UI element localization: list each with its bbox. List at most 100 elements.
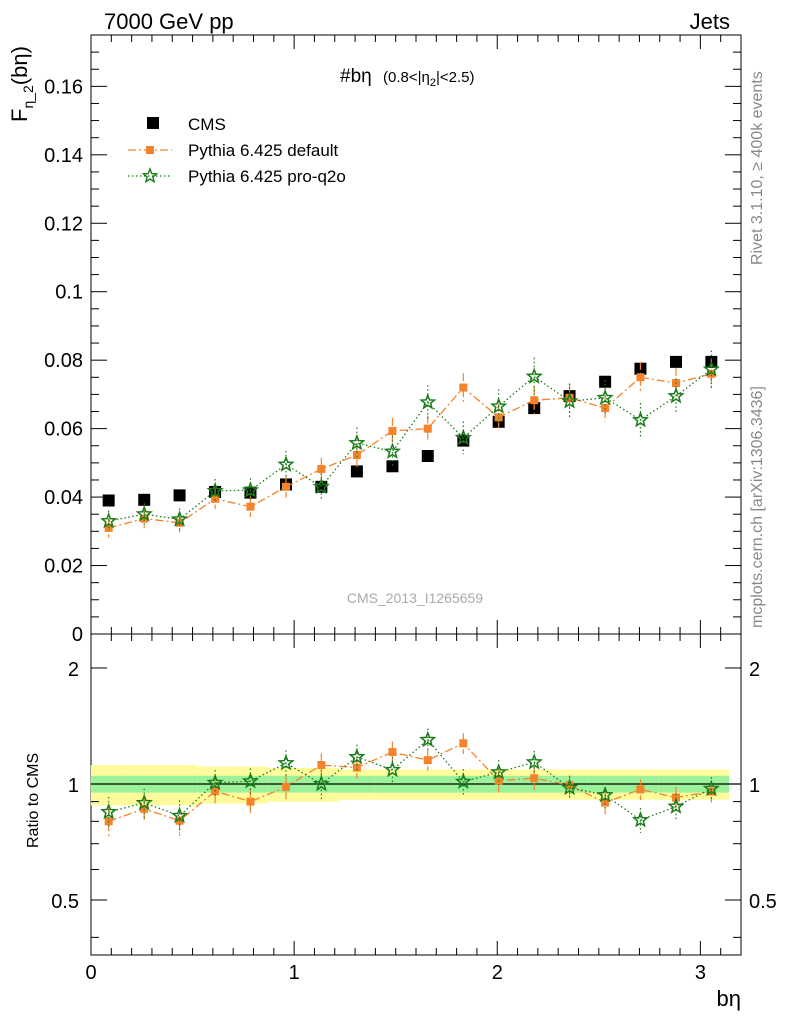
ratio-pythia-default-line — [108, 742, 712, 822]
ratio-pythia-pro-q2o-marker — [419, 730, 437, 748]
ratio-pythia-pro-q2o-marker — [702, 779, 720, 797]
ratio-pythia-pro-q2o-marker — [631, 811, 650, 828]
ratio-pythia-default-marker — [282, 782, 290, 791]
main-y-axis-label-suffix: (bη) — [7, 46, 32, 85]
main-pythia-default-marker — [282, 482, 290, 491]
tick-labels: 0 0.02 0.04 0.06 0.08 0.1 0.12 0.14 0.16 0.5 0.5 1 1… — [44, 76, 777, 984]
main-pythia-pro-q2o-marker — [560, 392, 579, 409]
main-pythia-pro-q2o-marker — [419, 393, 437, 410]
main-pythia-pro-q2o-marker — [525, 367, 543, 384]
header-energy-label: 7000 GeV pp — [104, 9, 234, 34]
ratio-pythia-pro-q2o-series — [100, 728, 720, 834]
main-y-tick-label: 0.16 — [44, 76, 83, 98]
main-pythia-default-marker — [140, 514, 149, 523]
ratio-pythia-pro-q2o-marker — [383, 760, 402, 778]
x-axis-label: bη — [717, 986, 741, 1011]
ratio-y-tick-label-right: 0.5 — [749, 891, 777, 913]
main-pythia-pro-q2o-marker — [312, 477, 330, 495]
ratio-y-tick-label: 1 — [68, 775, 79, 797]
legend-entry-pythia-pro-q2o: Pythia 6.425 pro-q2o — [128, 167, 346, 186]
main-pythia-pro-q2o-marker — [454, 428, 472, 446]
main-pythia-default-marker — [459, 383, 468, 392]
main-y-axis-label: Fη_2(bη) — [7, 46, 36, 122]
main-pythia-default-marker — [530, 396, 539, 405]
chart-dynamic-layer: 0 0.02 0.04 0.06 0.08 0.1 0.12 0.14 0.16 0.5 0.5 1 1… — [44, 34, 777, 984]
ratio-pythia-default-marker — [636, 785, 645, 794]
main-pythia-default-marker — [317, 465, 326, 474]
legend-label-pythia-pro-q2o: Pythia 6.425 pro-q2o — [188, 167, 346, 186]
legend-label-cms: CMS — [188, 115, 226, 134]
main-pythia-pro-q2o-marker — [241, 481, 260, 498]
ratio-pythia-pro-q2o-line — [108, 738, 712, 821]
ratio-y-tick-label-right: 2 — [749, 659, 760, 681]
main-pythia-default-marker — [388, 427, 397, 436]
ratio-y-tick-label-right: 1 — [749, 775, 760, 797]
main-pythia-default-marker — [636, 373, 645, 382]
x-tick-label: 1 — [289, 962, 300, 984]
main-y-tick-label: 0.14 — [44, 145, 83, 167]
main-pythia-pro-q2o-marker — [596, 388, 614, 406]
main-y-tick-label: 0.08 — [44, 350, 83, 372]
main-pythia-default-series — [104, 358, 716, 538]
ratio-pythia-default-marker — [246, 797, 255, 806]
ratio-pythia-default-marker — [601, 798, 610, 807]
main-pythia-default-marker — [246, 502, 255, 511]
ratio-pythia-default-marker — [388, 748, 397, 757]
cms-marker — [138, 493, 151, 506]
main-pythia-default-marker — [352, 450, 361, 459]
main-pythia-pro-q2o-marker — [135, 505, 153, 522]
main-y-tick-label: 0.02 — [44, 556, 83, 578]
main-pythia-pro-q2o-marker — [490, 397, 508, 414]
ratio-pythia-pro-q2o-marker — [667, 797, 685, 814]
main-pythia-pro-q2o-marker — [100, 511, 118, 529]
svg-text:Fη_2(bη): Fη_2(bη) — [7, 46, 36, 122]
ratio-pythia-pro-q2o-marker — [525, 753, 543, 770]
ratio-pythia-pro-q2o-marker — [454, 772, 472, 790]
cms-marker — [670, 355, 682, 368]
plot-title-sub: (0.8<|η — [383, 69, 430, 86]
main-pythia-default-marker — [565, 393, 574, 402]
ratio-uncertainty-bands — [90, 765, 730, 806]
x-tick-label: 0 — [85, 962, 96, 984]
ratio-y-tick-label: 2 — [68, 659, 79, 681]
legend-label-pythia-default: Pythia 6.425 default — [188, 141, 339, 160]
main-pythia-pro-q2o-marker — [702, 360, 720, 377]
ratio-pythia-default-marker — [459, 739, 468, 748]
ratio-pythia-default-marker — [530, 774, 539, 783]
main-pythia-pro-q2o-marker — [206, 481, 224, 499]
main-pythia-pro-q2o-marker — [170, 510, 189, 527]
axis-ticks — [90, 34, 742, 955]
x-tick-label: 3 — [695, 962, 706, 984]
ratio-pythia-default-marker — [423, 756, 432, 765]
cms-data-series — [102, 355, 718, 507]
legend-entry-pythia-default: Pythia 6.425 default — [128, 141, 339, 160]
ratio-pythia-pro-q2o-marker — [348, 747, 366, 765]
ratio-pythia-pro-q2o-marker — [560, 778, 579, 796]
main-pythia-pro-q2o-marker — [631, 410, 650, 428]
cms-marker — [421, 450, 434, 463]
header-jets-label: Jets — [690, 9, 730, 34]
legend: CMS Pythia 6.425 default Pythia 6.425 pr… — [128, 115, 346, 186]
ratio-pythia-pro-q2o-marker — [100, 802, 118, 820]
ratio-y-tick-label: 0.5 — [51, 891, 79, 913]
cms-marker — [350, 465, 363, 478]
ratio-pythia-pro-q2o-marker — [135, 793, 153, 811]
plot-title-main: #bη — [340, 66, 372, 87]
main-y-axis-label-prefix: F — [7, 109, 32, 122]
cms-marker — [599, 375, 612, 388]
legend-marker-pythia-default — [146, 146, 154, 154]
ratio-pythia-pro-q2o-marker — [277, 754, 295, 771]
cms-marker — [173, 489, 186, 502]
main-pythia-default-marker — [707, 369, 716, 378]
main-y-tick-label: 0.12 — [44, 213, 83, 235]
main-pythia-pro-q2o-marker — [383, 442, 402, 459]
main-y-tick-label: 0.04 — [44, 487, 83, 509]
main-pythia-pro-q2o-line — [108, 368, 712, 522]
ratio-pythia-default-marker — [352, 763, 361, 772]
main-y-tick-label: 0.1 — [55, 282, 83, 304]
main-pythia-pro-q2o-marker — [667, 387, 685, 404]
plot-title: #bη (0.8<|η2|<2.5) — [340, 66, 474, 89]
mcplots-reference-label: mcplots.cern.ch [arXiv:1306.3436] — [749, 386, 766, 628]
ratio-pythia-pro-q2o-marker — [241, 772, 260, 789]
